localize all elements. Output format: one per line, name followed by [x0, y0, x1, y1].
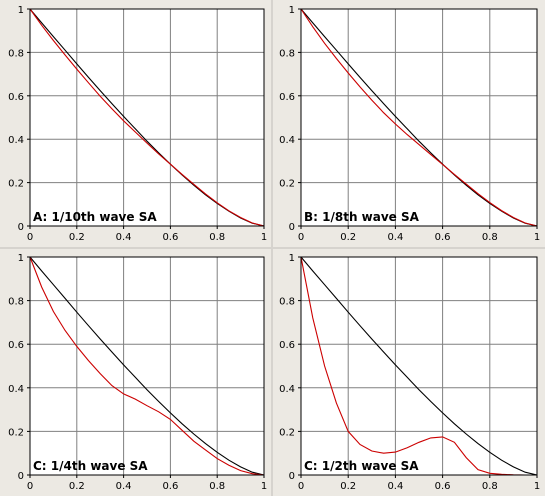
panel-label: C: 1/4th wave SA	[33, 459, 148, 473]
x-tick-label: 0.2	[69, 232, 85, 243]
y-tick-label: 0.2	[8, 179, 24, 190]
y-tick-label: 0.8	[8, 297, 24, 308]
y-tick-label: 0	[289, 471, 295, 482]
y-tick-label: 1	[18, 5, 24, 16]
y-tick-label: 0.6	[279, 92, 295, 103]
x-tick-label: 0.8	[209, 481, 225, 492]
plot-area	[30, 257, 264, 475]
x-tick-label: 0.2	[69, 481, 85, 492]
plot-border	[300, 256, 538, 476]
x-tick-label: 1	[261, 481, 267, 492]
y-tick-label: 1	[18, 253, 24, 264]
y-tick-label: 0	[289, 222, 295, 233]
x-tick-label: 1	[534, 481, 540, 492]
plot-border	[300, 8, 538, 227]
x-tick-label: 0.6	[435, 232, 451, 243]
series-line-2	[300, 8, 538, 227]
y-tick-label: 0	[18, 471, 24, 482]
panel-label: C: 1/2th wave SA	[304, 459, 419, 473]
plot-area	[30, 9, 264, 226]
series-line-2	[300, 256, 537, 476]
x-tick-label: 0.6	[162, 481, 178, 492]
series-line-1	[300, 8, 538, 227]
series-line-1	[29, 256, 265, 476]
y-tick-label: 0.2	[8, 427, 24, 438]
series-line-2	[29, 8, 265, 227]
x-tick-label: 0	[27, 232, 33, 243]
x-tick-label: 0.4	[116, 232, 132, 243]
y-tick-label: 0.6	[8, 340, 24, 351]
plot-border	[29, 256, 265, 476]
y-tick-label: 1	[289, 5, 295, 16]
x-tick-label: 0.6	[435, 481, 451, 492]
x-tick-label: 0.2	[340, 232, 356, 243]
series-line-1	[300, 256, 538, 476]
y-tick-label: 0.4	[8, 135, 24, 146]
x-tick-label: 0.2	[340, 481, 356, 492]
y-tick-label: 0.4	[279, 135, 295, 146]
y-tick-label: 0.6	[279, 340, 295, 351]
y-tick-label: 0.8	[279, 297, 295, 308]
y-tick-label: 0.8	[279, 48, 295, 59]
y-tick-label: 0	[18, 222, 24, 233]
x-tick-label: 0.4	[387, 481, 403, 492]
x-tick-label: 0	[298, 232, 304, 243]
x-tick-label: 0.4	[116, 481, 132, 492]
y-tick-label: 1	[289, 253, 295, 264]
plot-area	[301, 257, 537, 475]
chart-panel-1: 0 0.2 0.4 0.6 0.8 1 0 0.2 0.4 0.6 0.8 1 A: 1/10th wa…	[8, 5, 267, 243]
x-tick-label: 0.4	[387, 232, 403, 243]
x-tick-label: 0.8	[482, 232, 498, 243]
y-tick-label: 0.4	[279, 384, 295, 395]
chart-panel-3: 0 0.2 0.4 0.6 0.8 1 0 0.2 0.4 0.6 0.8 1 C: 1/4th wav…	[8, 253, 267, 492]
chart-panel-2: 0 0.2 0.4 0.6 0.8 1 0 0.2 0.4 0.6 0.8 1 B: 1/8th wav…	[279, 5, 540, 243]
y-tick-label: 0.6	[8, 92, 24, 103]
panel-label: A: 1/10th wave SA	[33, 210, 157, 224]
panel-label: B: 1/8th wave SA	[304, 210, 420, 224]
y-tick-label: 0.8	[8, 48, 24, 59]
series-line-2	[29, 256, 265, 476]
x-tick-label: 1	[534, 232, 540, 243]
plot-border	[29, 8, 265, 227]
y-tick-label: 0.2	[279, 427, 295, 438]
y-tick-label: 0.4	[8, 384, 24, 395]
x-tick-label: 1	[261, 232, 267, 243]
x-tick-label: 0.8	[482, 481, 498, 492]
chart-panel-4: 0 0.2 0.4 0.6 0.8 1 0 0.2 0.4 0.6 0.8 1 C: 1/2th wav…	[279, 253, 540, 492]
x-tick-label: 0.8	[209, 232, 225, 243]
x-tick-label: 0	[27, 481, 33, 492]
y-tick-label: 0.2	[279, 179, 295, 190]
plot-area	[301, 9, 537, 226]
x-tick-label: 0	[298, 481, 304, 492]
x-tick-label: 0.6	[162, 232, 178, 243]
